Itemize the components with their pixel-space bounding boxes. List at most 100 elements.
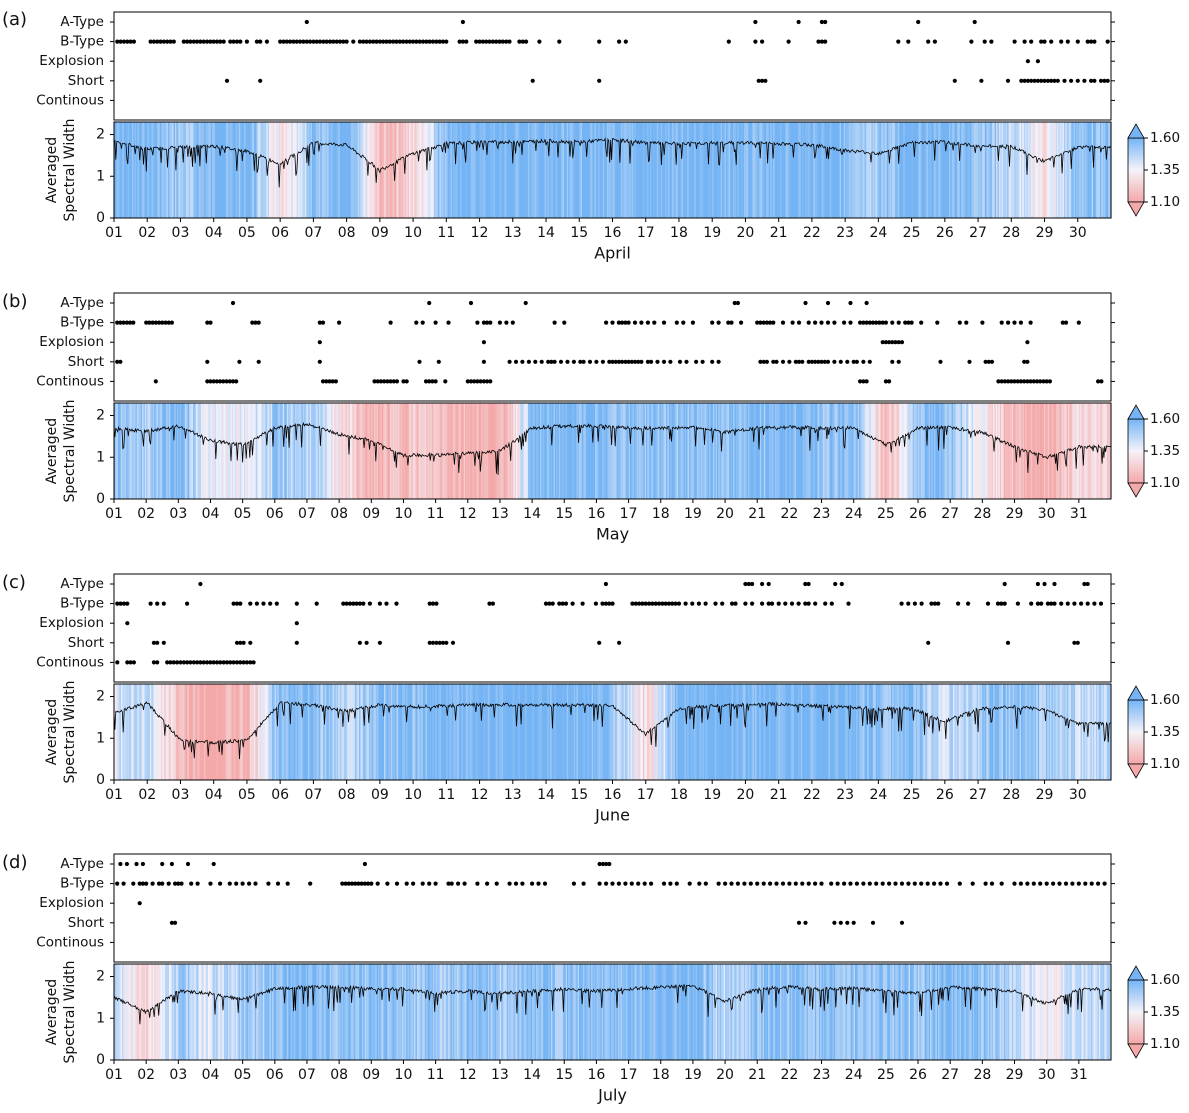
- color-strip: [473, 964, 476, 1060]
- color-strip: [465, 403, 468, 499]
- color-strip: [447, 964, 450, 1060]
- event-point: [825, 320, 831, 325]
- event-point: [1082, 78, 1087, 83]
- x-tick-label: 06: [271, 225, 289, 241]
- event-point: [649, 359, 654, 364]
- color-strip: [886, 684, 889, 780]
- color-strip: [548, 403, 551, 499]
- color-strip: [498, 122, 501, 218]
- event-point: [414, 320, 419, 325]
- color-strip: [150, 964, 153, 1060]
- color-strip: [826, 403, 829, 499]
- x-tick-label: 28: [973, 1067, 991, 1083]
- color-strip: [1072, 964, 1075, 1060]
- color-strip: [846, 122, 849, 218]
- color-strip: [418, 403, 421, 499]
- event-point: [809, 359, 815, 364]
- color-strip: [650, 403, 652, 499]
- color-strip: [320, 122, 323, 218]
- color-strip: [753, 684, 756, 780]
- color-strip: [1093, 964, 1096, 1060]
- color-strip: [615, 122, 618, 218]
- color-strip: [834, 403, 837, 499]
- event-point: [720, 601, 725, 606]
- color-strip: [680, 403, 683, 499]
- color-strip: [564, 122, 567, 218]
- event-point: [1044, 881, 1049, 886]
- color-strip: [598, 684, 601, 780]
- color-strip: [969, 122, 972, 218]
- color-strip: [140, 684, 143, 780]
- event-point: [899, 601, 904, 606]
- color-strip: [359, 122, 362, 218]
- spectral-width-line: [113, 701, 1112, 760]
- color-strip: [663, 684, 666, 780]
- color-strip: [231, 403, 234, 499]
- color-strip: [1002, 403, 1005, 499]
- event-point: [571, 881, 577, 886]
- event-point: [1022, 379, 1027, 384]
- event-point: [153, 379, 158, 384]
- color-strip: [918, 684, 921, 780]
- color-strip: [508, 684, 511, 780]
- color-strip: [384, 964, 387, 1060]
- color-strip: [666, 403, 669, 499]
- color-strip: [186, 684, 188, 780]
- color-strip: [447, 684, 450, 780]
- color-strip: [705, 122, 708, 218]
- color-strip: [664, 403, 667, 499]
- color-strip: [562, 964, 565, 1060]
- event-point: [854, 359, 860, 364]
- color-strip: [820, 684, 823, 780]
- color-strip: [1088, 684, 1091, 780]
- color-strip: [1021, 964, 1024, 1060]
- color-strip: [320, 403, 323, 499]
- event-point: [967, 359, 972, 364]
- color-strip: [352, 684, 355, 780]
- color-strip: [197, 964, 200, 1060]
- color-strip: [753, 403, 756, 499]
- color-strip: [388, 122, 391, 218]
- color-strip: [225, 964, 228, 1060]
- color-strip: [351, 964, 354, 1060]
- color-strip: [576, 684, 579, 780]
- color-strip: [426, 122, 429, 218]
- x-tick-label: 17: [620, 506, 638, 522]
- event-point: [1012, 39, 1017, 44]
- color-strip: [515, 122, 518, 218]
- color-strip: [579, 122, 582, 218]
- color-strip: [1051, 122, 1054, 218]
- event-point: [185, 660, 190, 665]
- event-point: [311, 39, 316, 44]
- event-point: [1083, 881, 1088, 886]
- event-point: [813, 320, 818, 325]
- color-strip: [230, 684, 233, 780]
- color-strip: [327, 964, 330, 1060]
- color-strip: [577, 403, 580, 499]
- color-strip: [781, 403, 784, 499]
- color-strip: [262, 684, 265, 780]
- event-point: [999, 881, 1004, 886]
- event-point: [248, 640, 253, 645]
- color-strip: [390, 122, 393, 218]
- color-strip: [573, 122, 576, 218]
- color-strip: [936, 964, 939, 1060]
- event-point: [404, 881, 409, 886]
- color-strip: [950, 403, 953, 499]
- event-point: [361, 39, 366, 44]
- color-strip: [1094, 684, 1097, 780]
- color-strip: [1037, 684, 1040, 780]
- color-strip: [289, 964, 292, 1060]
- color-strip: [892, 684, 895, 780]
- color-strip: [795, 684, 798, 780]
- color-strip: [386, 964, 388, 1060]
- event-point: [214, 379, 219, 384]
- color-strip: [1041, 403, 1044, 499]
- color-strip: [123, 122, 126, 218]
- color-strip: [1084, 684, 1087, 780]
- event-point: [121, 881, 126, 886]
- color-strip: [891, 403, 894, 499]
- color-strip: [701, 122, 704, 218]
- color-strip: [997, 684, 1000, 780]
- color-strip: [257, 403, 260, 499]
